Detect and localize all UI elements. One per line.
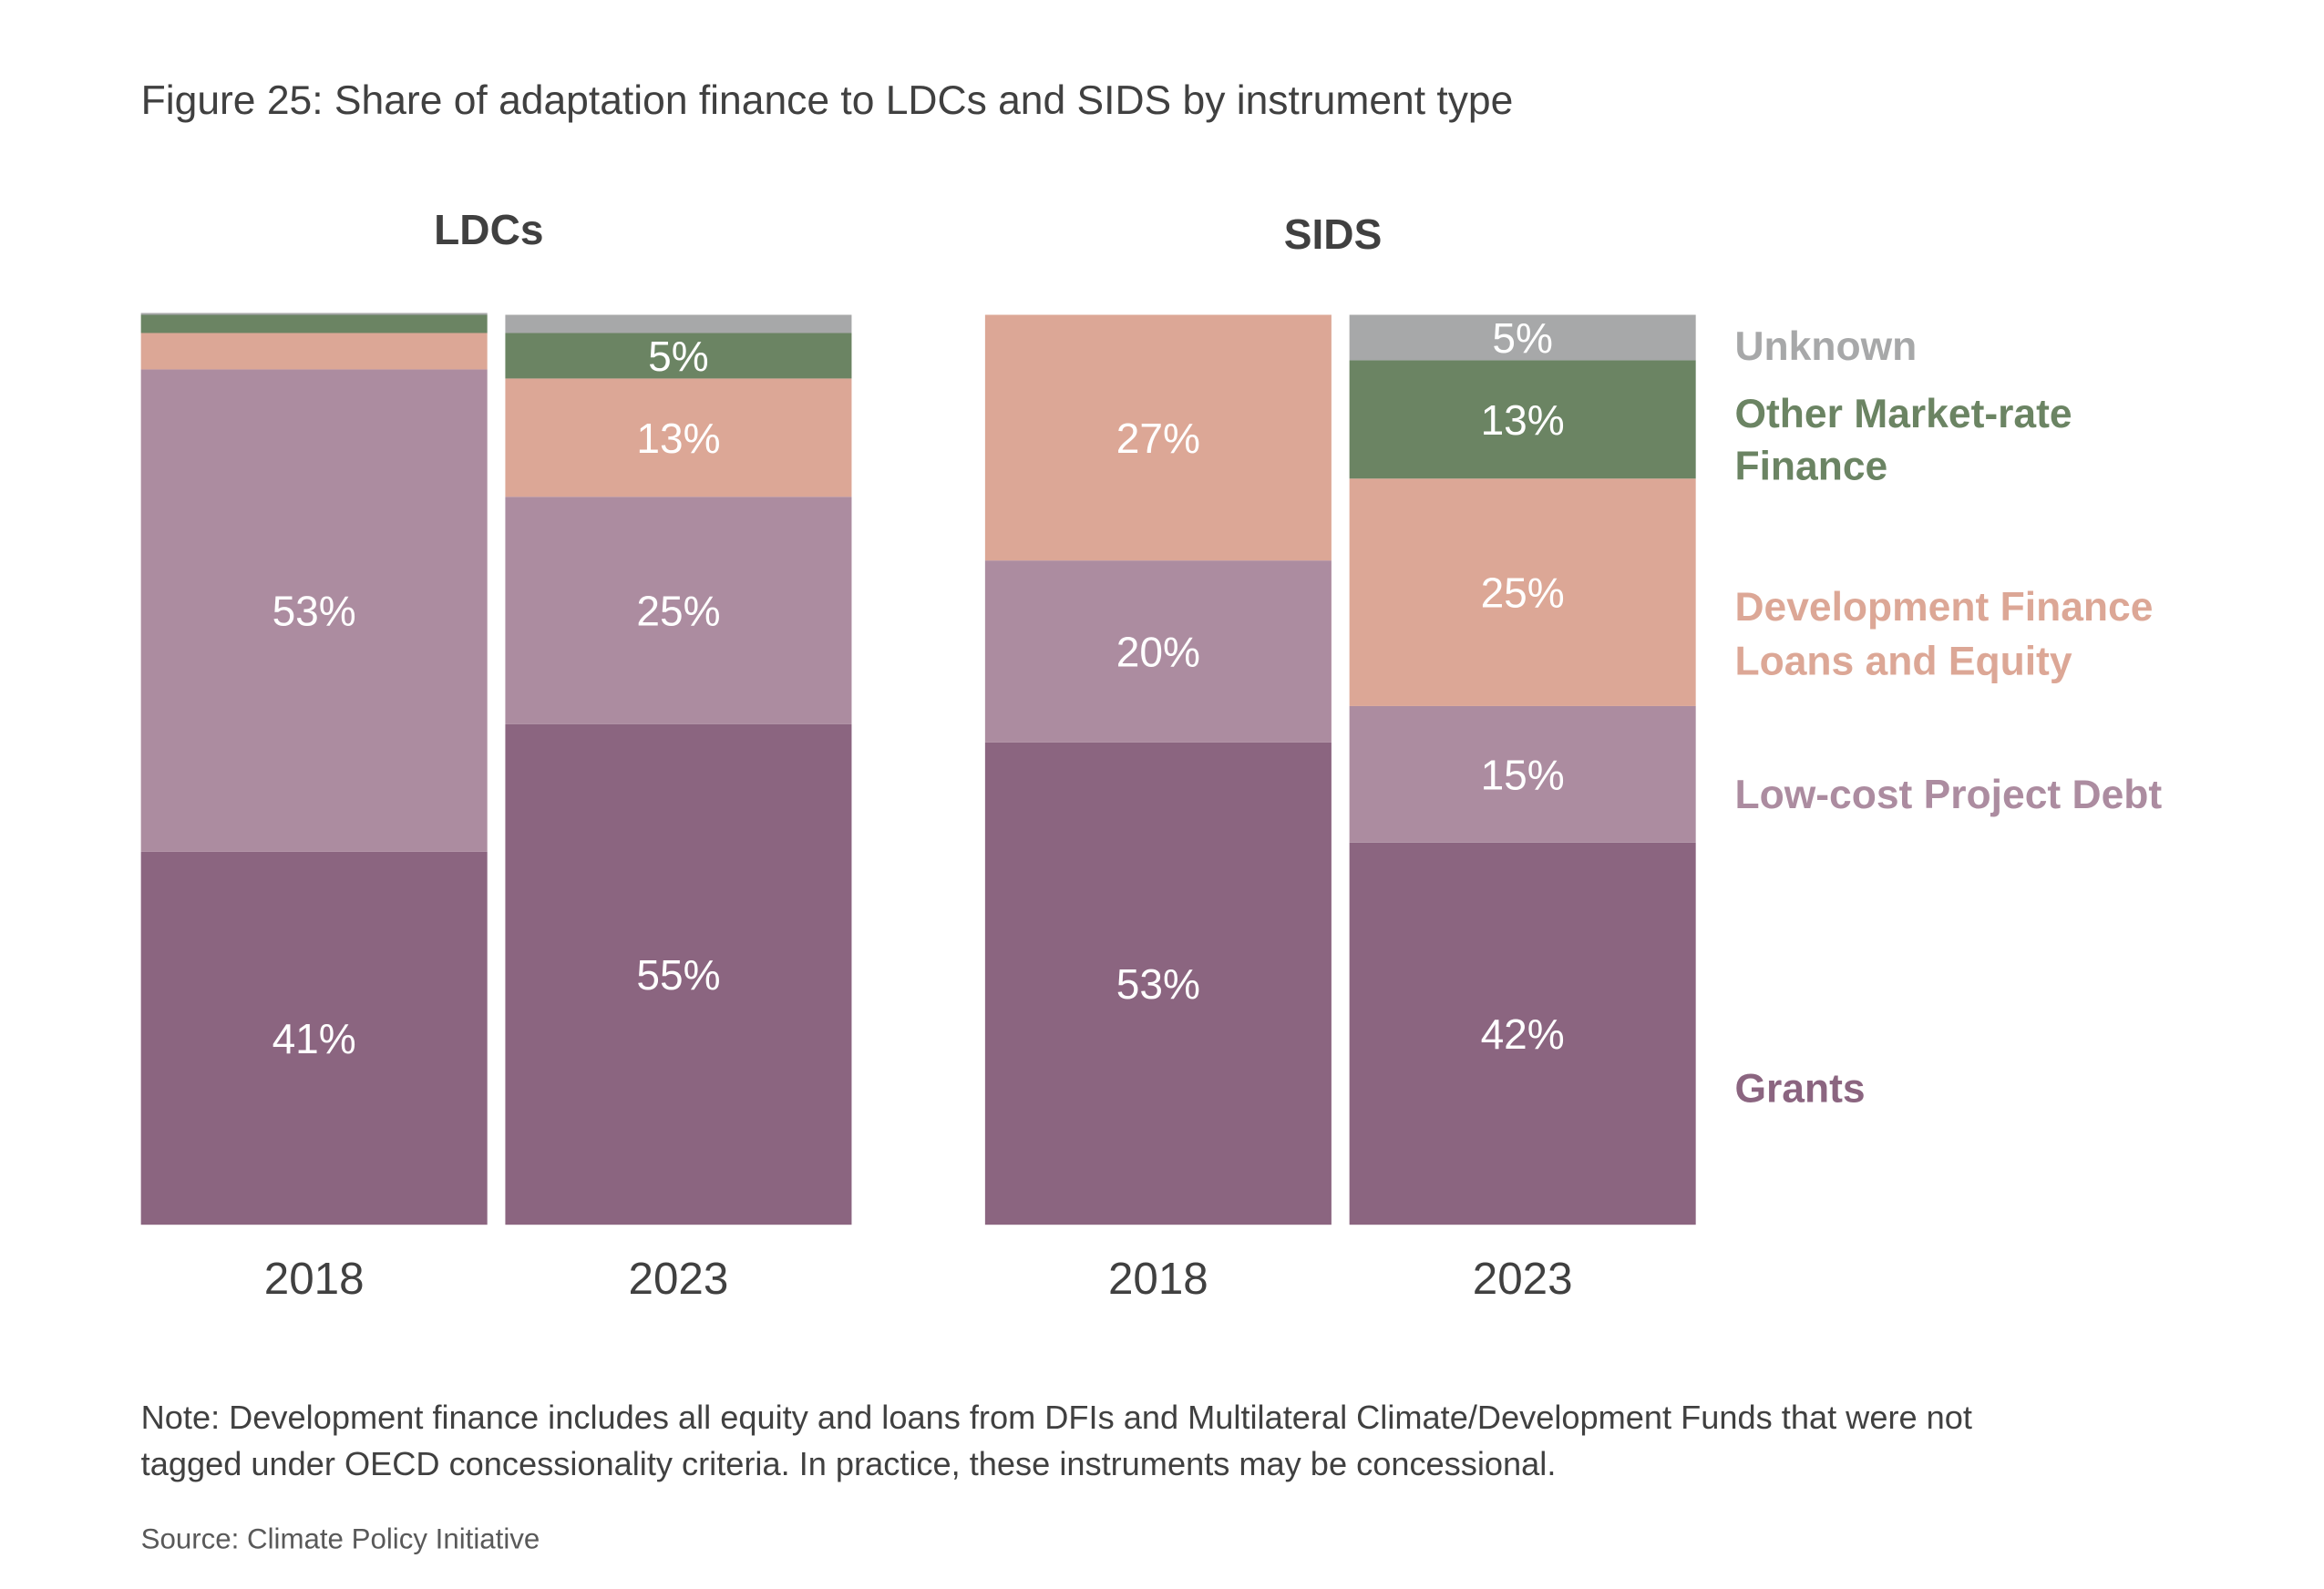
bar-groups: LDCs 41% 53% 2018 55% 25% 13% 5% 2023 SIDS 53% 20% 2…	[140, 206, 1696, 1304]
segment-development-finance-loans-and-equity	[505, 378, 852, 497]
legend-label: Other Market-rate	[1734, 392, 2072, 436]
legend-item-development-finance-loans-and-equity: Development Finance Loans and Equity	[1734, 585, 2153, 683]
legend: Unknown Other Market-rate Finance Developme…	[1734, 324, 2162, 1111]
segment-development-finance-loans-and-equity	[140, 333, 488, 370]
group-sids: SIDS 53% 20% 27% 2018 42% 15% 25% 13% 5% 2023	[984, 210, 1696, 1304]
segment-grants	[140, 851, 488, 1225]
segment-development-finance-loans-and-equity	[984, 314, 1332, 561]
data-label-grants: 55%	[636, 951, 720, 999]
segment-other-market-rate-finance	[505, 333, 852, 379]
segment-other-market-rate-finance	[1349, 360, 1696, 479]
segment-unknown	[505, 314, 852, 333]
data-label-unknown: 5%	[1492, 314, 1553, 362]
source-text: Source: Climate Policy Initiative	[141, 1523, 540, 1555]
data-label-grants: 53%	[1116, 960, 1200, 1008]
bar-sids-2023: 42% 15% 25% 13% 5% 2023	[1349, 314, 1696, 1304]
legend-label: Development Finance	[1734, 585, 2153, 630]
x-tick-label: 2018	[1108, 1254, 1208, 1304]
legend-label: Grants	[1734, 1066, 1865, 1111]
data-label-development-finance-loans-and-equity: 13%	[636, 415, 720, 462]
segment-development-finance-loans-and-equity	[1349, 478, 1696, 706]
segment-grants	[1349, 842, 1696, 1225]
legend-label: Loans and Equity	[1734, 639, 2072, 683]
x-tick-label: 2023	[629, 1254, 729, 1304]
segment-unknown	[140, 313, 488, 315]
chart-title: Figure 25: Share of adaptation finance t…	[141, 78, 1514, 123]
segment-grants	[984, 742, 1332, 1225]
legend-item-grants: Grants	[1734, 1066, 1865, 1111]
data-label-development-finance-loans-and-equity: 25%	[1481, 569, 1565, 617]
legend-label: Finance	[1734, 444, 1887, 488]
data-label-other-market-rate-finance: 13%	[1481, 396, 1565, 444]
segment-low-cost-project-debt	[984, 560, 1332, 743]
segment-low-cost-project-debt	[505, 497, 852, 724]
legend-item-unknown: Unknown	[1734, 324, 1917, 369]
segment-low-cost-project-debt	[1349, 705, 1696, 843]
bar-ldcs-2018: 41% 53% 2018	[140, 313, 488, 1304]
legend-label: Low-cost Project Debt	[1734, 773, 2162, 817]
data-label-low-cost-project-debt: 53%	[273, 588, 356, 635]
segment-other-market-rate-finance	[140, 314, 488, 333]
data-label-low-cost-project-debt: 15%	[1481, 751, 1565, 798]
legend-item-other-market-rate-finance: Other Market-rate Finance	[1734, 392, 2072, 489]
data-label-grants: 42%	[1481, 1010, 1565, 1058]
legend-label: Unknown	[1734, 324, 1917, 369]
note-line-1: Note: Development finance includes all e…	[141, 1399, 1972, 1436]
x-tick-label: 2023	[1473, 1254, 1573, 1304]
legend-item-low-cost-project-debt: Low-cost Project Debt	[1734, 773, 2162, 817]
group-title-ldcs: LDCs	[434, 206, 543, 253]
data-label-low-cost-project-debt: 20%	[1116, 628, 1200, 675]
data-label-grants: 41%	[273, 1015, 356, 1062]
group-ldcs: LDCs 41% 53% 2018 55% 25% 13% 5% 2023	[140, 206, 852, 1304]
bar-sids-2018: 53% 20% 27% 2018	[984, 314, 1332, 1304]
segment-low-cost-project-debt	[140, 369, 488, 852]
note-line-2: tagged under OECD concessionality criter…	[141, 1445, 1557, 1482]
group-title-sids: SIDS	[1284, 210, 1382, 258]
bar-ldcs-2023: 55% 25% 13% 5% 2023	[505, 314, 852, 1304]
segment-grants	[505, 723, 852, 1225]
data-label-low-cost-project-debt: 25%	[636, 588, 720, 635]
data-label-development-finance-loans-and-equity: 27%	[1116, 415, 1200, 462]
x-tick-label: 2018	[264, 1254, 365, 1304]
segment-unknown	[1349, 314, 1696, 361]
data-label-other-market-rate-finance: 5%	[648, 333, 709, 380]
